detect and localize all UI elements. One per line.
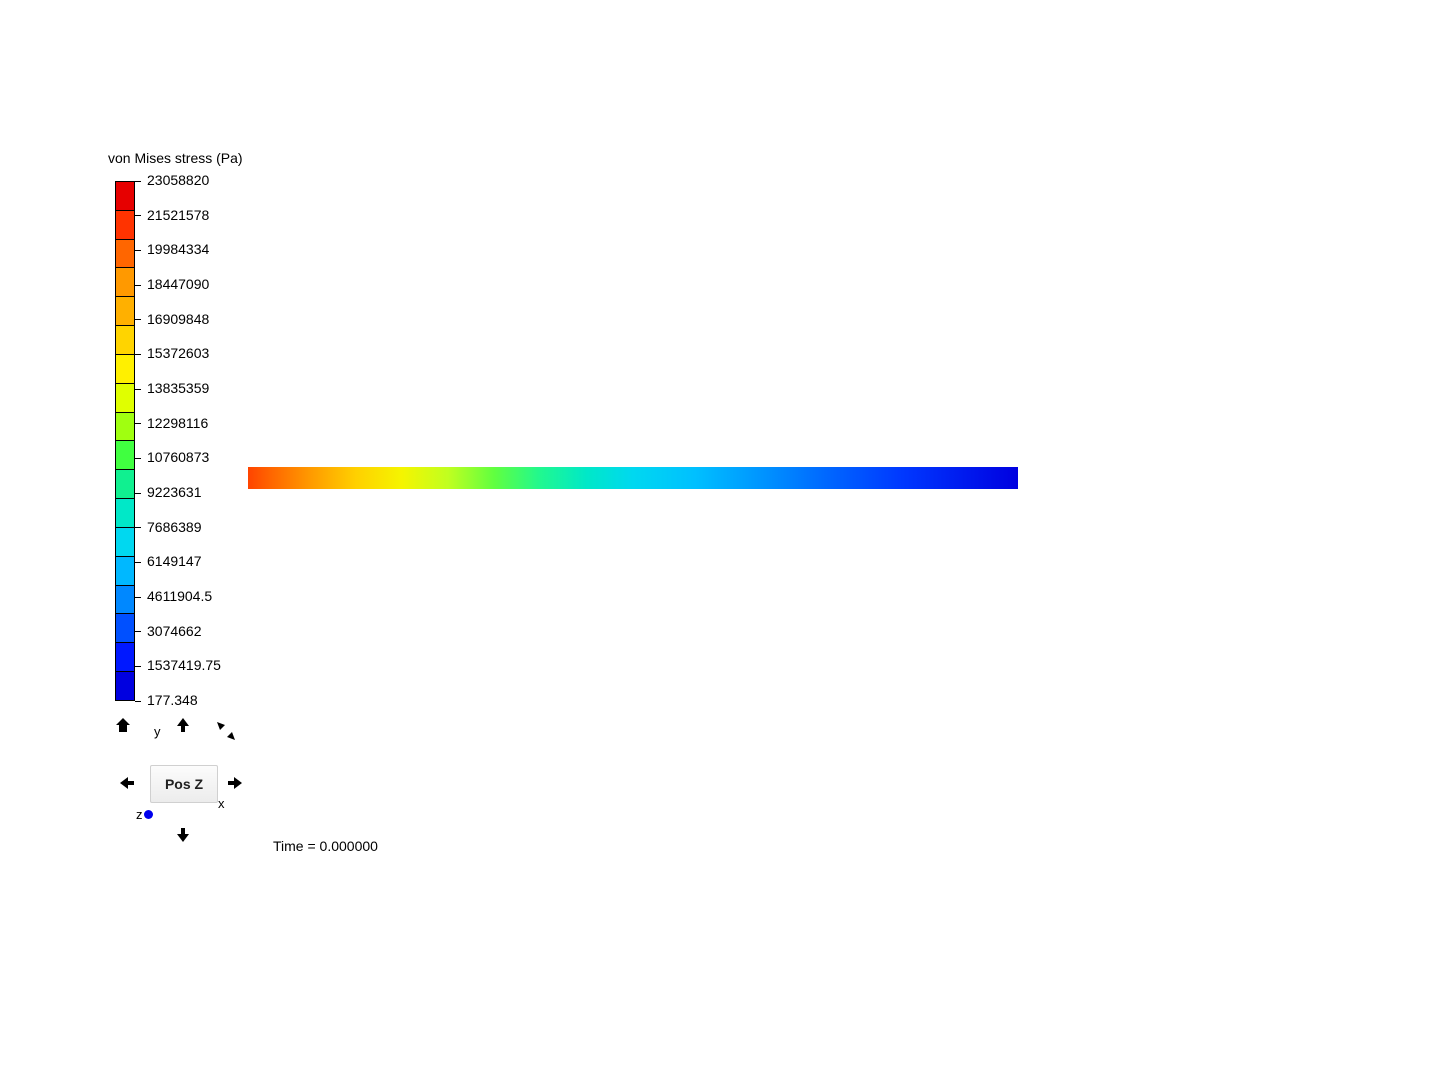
- legend-ticks: 2305882021521578199843341844709016909848…: [135, 181, 255, 701]
- legend-tick-label: 7686389: [147, 519, 202, 535]
- nav-arrow-down-icon[interactable]: [174, 826, 192, 844]
- legend-segment: [115, 527, 135, 556]
- legend-segment: [115, 239, 135, 268]
- legend-tick-label: 3074662: [147, 623, 202, 639]
- orientation-widget: Pos Z y x z: [108, 710, 248, 850]
- legend-segment: [115, 383, 135, 412]
- legend-segment: [115, 613, 135, 642]
- legend-tick-label: 16909848: [147, 311, 209, 327]
- legend-segment: [115, 469, 135, 498]
- nav-arrow-left-icon[interactable]: [118, 774, 136, 792]
- legend-title: von Mises stress (Pa): [108, 150, 243, 166]
- legend-tick-label: 1537419.75: [147, 657, 221, 673]
- legend-tick-label: 4611904.5: [147, 588, 212, 604]
- axis-label-x: x: [218, 796, 225, 811]
- legend-segment: [115, 181, 135, 210]
- viewport: von Mises stress (Pa) 23058820 21521578 19…: [0, 0, 1440, 1080]
- legend-tick-label: 6149147: [147, 553, 202, 569]
- axis-label-z: z: [136, 807, 143, 822]
- legend-segment: [115, 556, 135, 585]
- nav-home-icon[interactable]: [114, 716, 132, 734]
- legend-segment: [115, 585, 135, 614]
- legend-segment: [115, 642, 135, 671]
- legend-tick-label: 9223631: [147, 484, 202, 500]
- legend-segment: [115, 440, 135, 469]
- nav-arrow-right-icon[interactable]: [226, 774, 244, 792]
- legend-segment: [115, 498, 135, 527]
- legend-segment: [115, 412, 135, 441]
- stress-beam: [248, 467, 1018, 489]
- legend-tick-label: 23058820: [147, 172, 209, 188]
- legend-tick-label: 12298116: [147, 415, 208, 431]
- legend-segment: [115, 267, 135, 296]
- legend-tick-label: 177.348: [147, 692, 198, 708]
- legend-segment: [115, 210, 135, 239]
- legend-segment: [115, 296, 135, 325]
- legend-tick-label: 18447090: [147, 276, 209, 292]
- axis-origin-dot: [144, 810, 153, 819]
- axis-label-y: y: [154, 724, 161, 739]
- legend-tick-label: 10760873: [147, 449, 209, 465]
- view-cube-face[interactable]: Pos Z: [150, 765, 218, 803]
- legend-tick-label: 13835359: [147, 380, 209, 396]
- legend-colorbar: [115, 181, 135, 701]
- legend-tick-label: 21521578: [147, 207, 209, 223]
- legend-segment: [115, 671, 135, 701]
- time-readout: Time = 0.000000: [273, 838, 378, 854]
- nav-arrow-up-icon[interactable]: [174, 716, 192, 734]
- legend-segment: [115, 354, 135, 383]
- legend-segment: [115, 325, 135, 354]
- nav-rotate-icon[interactable]: [213, 718, 239, 744]
- legend-tick-label: 19984334: [147, 241, 209, 257]
- legend-tick-label: 15372603: [147, 345, 209, 361]
